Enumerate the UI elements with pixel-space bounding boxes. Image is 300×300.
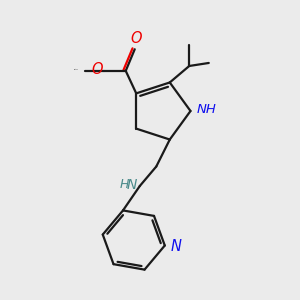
Text: O: O xyxy=(91,62,103,77)
Text: H: H xyxy=(120,178,129,191)
Text: methyl: methyl xyxy=(74,69,79,70)
Text: O: O xyxy=(130,31,142,46)
Text: N: N xyxy=(126,178,137,191)
Text: N: N xyxy=(170,238,181,253)
Text: NH: NH xyxy=(197,103,217,116)
